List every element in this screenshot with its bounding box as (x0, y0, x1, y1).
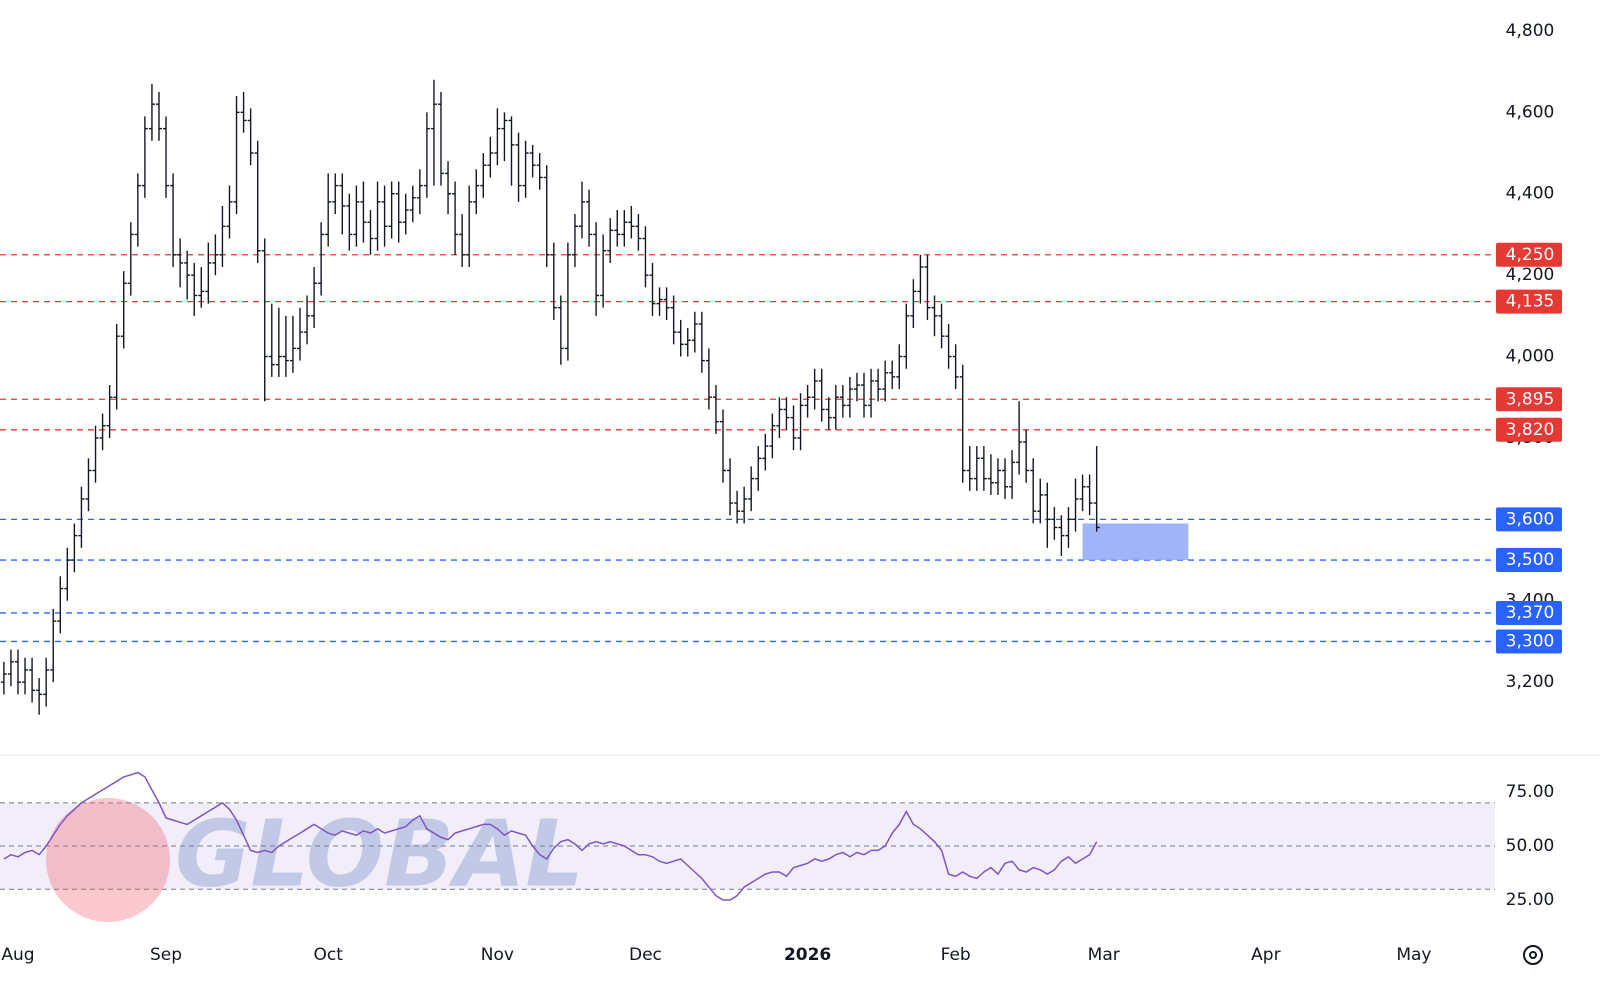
level-label: 3,300 (1506, 631, 1555, 651)
indicator-line (3, 771, 1098, 901)
level-badge (1496, 289, 1562, 314)
level-label: 3,820 (1506, 420, 1555, 440)
x-tick-label: Nov (481, 945, 514, 965)
x-tick-label: Aug (1, 945, 34, 965)
level-label: 3,500 (1506, 550, 1555, 570)
settings-ring[interactable] (1523, 945, 1543, 965)
level-badge (1496, 507, 1562, 532)
level-badge (1496, 548, 1562, 573)
indicator-tick-label: 25.00 (1506, 890, 1555, 910)
level-badge (1496, 242, 1562, 267)
x-tick-label: Feb (941, 945, 971, 965)
level-badge (1496, 629, 1562, 654)
y-tick-label: 4,600 (1506, 102, 1555, 122)
settings-dot[interactable] (1529, 951, 1537, 959)
y-tick-label: 4,000 (1506, 347, 1555, 367)
watermark: GLOBAL (46, 798, 584, 922)
level-label: 3,895 (1506, 389, 1555, 409)
x-tick-label: Dec (629, 945, 662, 965)
level-badge (1496, 600, 1562, 625)
level-label: 3,600 (1506, 509, 1555, 529)
x-tick-label: Oct (313, 945, 343, 965)
level-label: 3,370 (1506, 603, 1555, 623)
indicator-tick-label: 50.00 (1506, 836, 1555, 856)
zone (1082, 523, 1189, 561)
level-badge (1496, 387, 1562, 412)
y-tick-label: 4,200 (1506, 265, 1555, 285)
y-tick-label: 3,200 (1506, 672, 1555, 692)
level-label: 4,250 (1506, 245, 1555, 265)
y-tick-label: 4,800 (1506, 21, 1555, 41)
level-label: 4,135 (1506, 292, 1555, 312)
x-tick-label: May (1396, 945, 1431, 965)
x-tick-label: Sep (150, 945, 182, 965)
x-tick-label: Mar (1088, 945, 1120, 965)
x-tick-label: Apr (1251, 945, 1280, 965)
watermark-text: GLOBAL (175, 800, 584, 907)
indicator-tick-label: 75.00 (1506, 782, 1555, 802)
y-tick-label: 4,400 (1506, 184, 1555, 204)
level-badge (1496, 417, 1562, 442)
x-tick-label: 2026 (784, 945, 831, 965)
settings-icon[interactable] (1523, 945, 1543, 965)
watermark-logo (46, 798, 170, 922)
